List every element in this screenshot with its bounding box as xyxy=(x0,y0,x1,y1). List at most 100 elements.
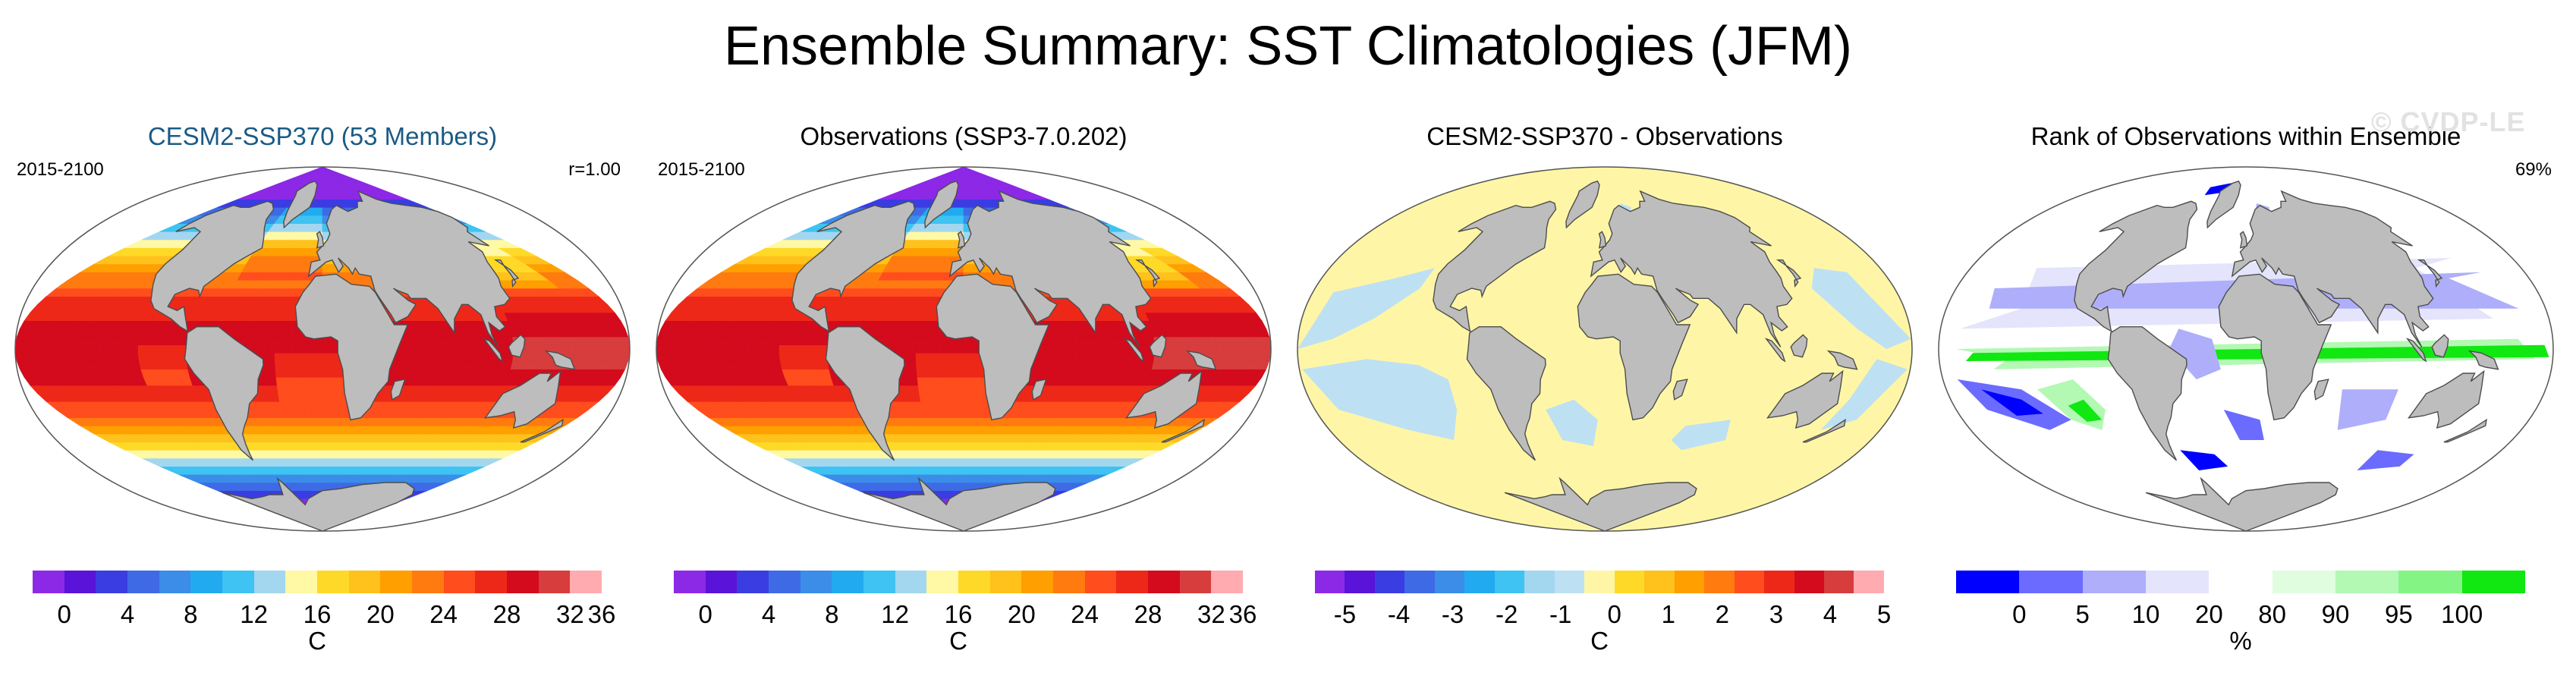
sst-cell xyxy=(110,344,118,354)
sst-cell xyxy=(90,336,99,345)
sst-cell xyxy=(158,344,166,354)
colorbar-swatch xyxy=(380,571,412,593)
sst-cell xyxy=(267,336,275,345)
sst-cell xyxy=(471,353,480,362)
sst-cell xyxy=(464,336,473,345)
sst-cell xyxy=(255,320,263,329)
sst-cell xyxy=(103,344,112,354)
sst-cell xyxy=(499,344,508,354)
sst-cell xyxy=(299,272,307,281)
sst-cell xyxy=(284,296,292,305)
sst-cell xyxy=(234,329,242,338)
sst-cell xyxy=(275,312,284,321)
sst-cell xyxy=(124,353,133,362)
sst-cell xyxy=(281,329,290,338)
sst-cell xyxy=(444,353,453,362)
colorbar-swatch xyxy=(443,571,476,593)
colorbar-swatch xyxy=(538,571,571,593)
colorbar-swatch xyxy=(570,571,602,593)
colorbar-swatch xyxy=(348,571,381,593)
pattern-correlation-label: r=1.00 xyxy=(568,159,621,180)
panel-title: CESM2-SSP370 (53 Members) xyxy=(147,122,498,150)
sst-cell xyxy=(458,336,467,345)
sst-cell xyxy=(581,344,590,354)
sst-cell xyxy=(117,353,126,362)
sst-cell xyxy=(416,329,425,338)
sst-cell xyxy=(275,320,283,329)
sst-cell xyxy=(261,329,269,338)
sst-cell xyxy=(297,401,305,410)
sst-cell xyxy=(165,344,173,354)
sst-cell xyxy=(471,336,480,345)
ocean-field xyxy=(656,167,1271,531)
sst-cell xyxy=(574,344,583,354)
sst-cell xyxy=(315,369,323,378)
panel-title: Observations (SSP3-7.0.202) xyxy=(800,122,1128,150)
sst-cell xyxy=(144,344,153,354)
sst-cell xyxy=(289,385,297,394)
sst-cell xyxy=(307,433,313,442)
colorbar-tick-label: 24 xyxy=(429,600,458,628)
sst-cell xyxy=(241,329,249,338)
sst-cell xyxy=(334,401,341,410)
sst-cell xyxy=(472,344,480,354)
sst-cell xyxy=(301,353,310,362)
sst-cell xyxy=(268,360,276,369)
colorbar-swatch xyxy=(127,571,159,593)
sst-cell xyxy=(178,336,187,345)
sst-cell xyxy=(423,360,432,369)
sst-cell xyxy=(316,393,323,402)
sst-cell xyxy=(294,336,303,345)
sst-cell xyxy=(276,385,285,394)
sst-cell xyxy=(539,353,549,362)
sst-cell xyxy=(171,336,181,345)
sst-cell xyxy=(328,393,336,402)
sst-cell xyxy=(307,247,314,256)
sst-cell xyxy=(404,353,412,362)
sst-cell xyxy=(554,344,562,354)
sst-cell xyxy=(247,336,255,345)
sst-cell xyxy=(404,344,412,354)
colorbar-swatch xyxy=(475,571,507,593)
sst-cell xyxy=(282,377,291,386)
sst-cell xyxy=(144,353,153,362)
sst-cell xyxy=(274,344,282,354)
ocean-field xyxy=(15,167,630,531)
sst-cell xyxy=(526,336,535,345)
period-label: 2015-2100 xyxy=(17,159,104,180)
sst-cell xyxy=(301,336,310,345)
sst-cell xyxy=(322,353,330,362)
sst-cell xyxy=(322,393,329,402)
sst-cell xyxy=(55,344,64,354)
sst-cell xyxy=(322,377,330,386)
sst-cell xyxy=(960,474,964,483)
sst-cell xyxy=(308,344,316,354)
sst-cell xyxy=(151,344,159,354)
sst-cell xyxy=(327,263,334,272)
sst-cell xyxy=(416,360,425,369)
sst-cell xyxy=(261,320,270,329)
colorbar-tick-label: 16 xyxy=(303,600,332,628)
sst-cell xyxy=(151,353,160,362)
sst-cell xyxy=(274,329,283,338)
sst-cell xyxy=(90,353,99,362)
sst-cell xyxy=(96,336,105,345)
sst-cell xyxy=(241,320,250,329)
sst-cell xyxy=(622,344,630,354)
sst-cell xyxy=(568,344,576,354)
sst-cell xyxy=(595,344,603,354)
sst-cell xyxy=(322,442,328,451)
colorbar-tick-label: 4 xyxy=(120,600,135,628)
sst-cell xyxy=(137,353,146,362)
sst-cell xyxy=(131,344,139,354)
sst-cell xyxy=(158,336,167,345)
sst-cell xyxy=(165,353,174,362)
sst-cell xyxy=(955,450,961,459)
sst-cell xyxy=(322,409,329,418)
sst-cell xyxy=(327,426,334,435)
sst-cell xyxy=(137,336,146,345)
sst-cell xyxy=(124,336,133,345)
sst-cell xyxy=(444,336,453,345)
colorbar-tick-label: 20 xyxy=(366,600,395,628)
sst-cell xyxy=(334,393,342,402)
